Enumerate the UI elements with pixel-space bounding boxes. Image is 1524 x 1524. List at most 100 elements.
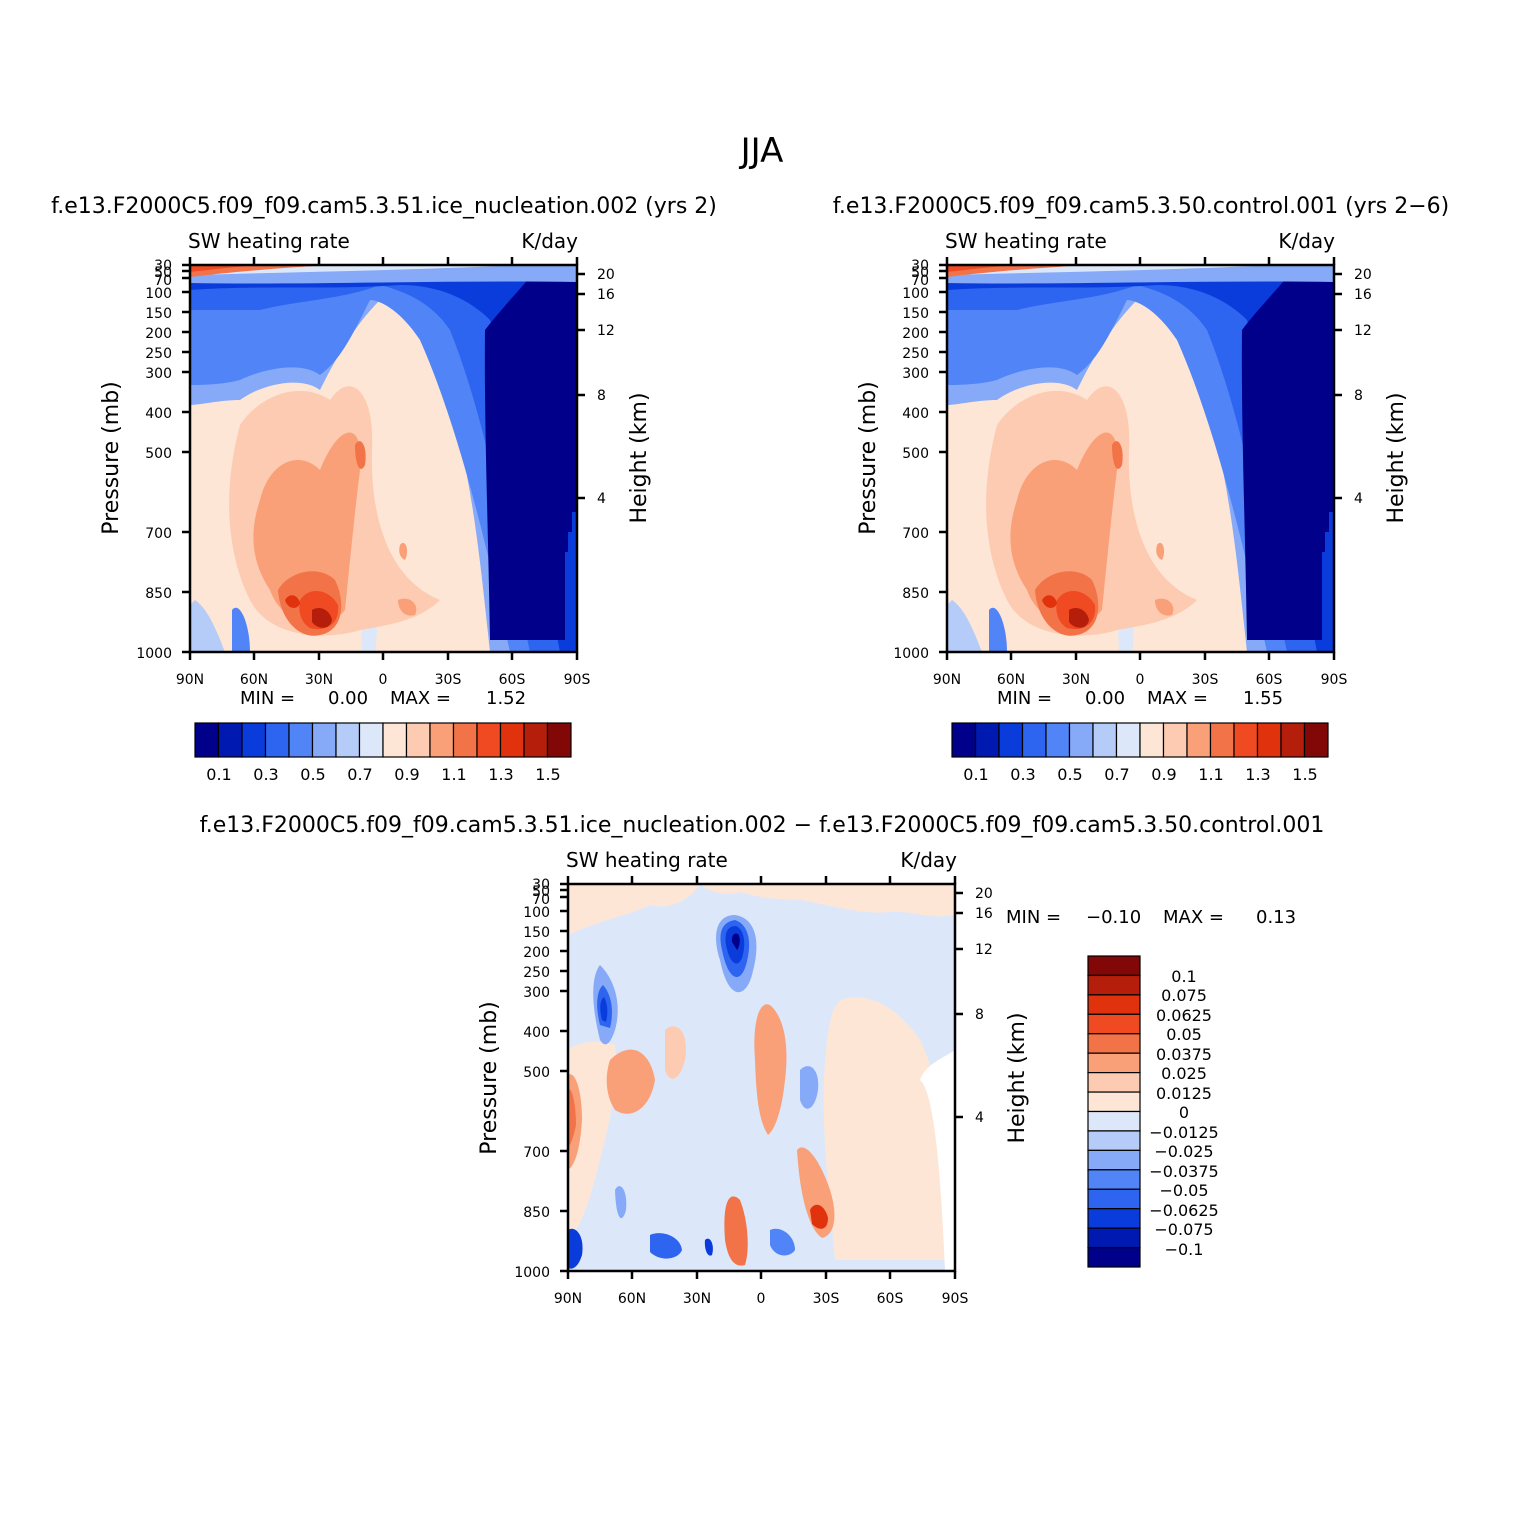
colorbar <box>1087 955 1141 1268</box>
colorbar-swatch <box>1209 722 1235 758</box>
contour-field <box>568 884 955 1271</box>
y-tick-label: 200 <box>523 945 550 961</box>
min-value: 0.00 <box>328 688 368 709</box>
colorbar-label: 0.0375 <box>1156 1045 1212 1064</box>
y-tick-label: 150 <box>523 925 550 941</box>
x-tick-label: 60N <box>240 672 268 688</box>
x-tick-label: 30S <box>435 672 462 688</box>
plot-frame <box>939 257 1342 660</box>
x-tick-label: 60S <box>1256 672 1283 688</box>
panel-difference: f.e13.F2000C5.f09_f09.cam5.3.51.ice_nucl… <box>200 813 1325 1307</box>
panel-left-label: SW heating rate <box>566 848 728 872</box>
colorbar-swatch <box>1087 1052 1141 1074</box>
x-tick-label: 0 <box>757 1291 766 1307</box>
max-label: MAX = <box>1163 907 1224 928</box>
y-tick-label: 200 <box>902 326 929 342</box>
x-tick-label: 60S <box>877 1291 904 1307</box>
max-value: 1.55 <box>1243 688 1283 709</box>
y-axis-label: Pressure (mb) <box>99 381 124 535</box>
panel-title: f.e13.F2000C5.f09_f09.cam5.3.50.control.… <box>833 194 1449 219</box>
y-tick-label: 300 <box>145 366 172 382</box>
colorbar-swatch <box>382 722 408 758</box>
colorbar-label: 0.3 <box>253 765 278 784</box>
x-tick-label: 60N <box>618 1291 646 1307</box>
y2-tick-label: 8 <box>1354 388 1363 404</box>
colorbar-swatch <box>1092 722 1118 758</box>
colorbar-swatch <box>1233 722 1259 758</box>
colorbar-label: 0.025 <box>1161 1064 1207 1083</box>
x-tick-label: 30N <box>683 1291 711 1307</box>
colorbar-swatch <box>1280 722 1306 758</box>
x-tick-label: 30S <box>1192 672 1219 688</box>
colorbar-swatch <box>1087 1091 1141 1113</box>
max-label: MAX = <box>390 688 451 709</box>
min-label: MIN = <box>240 688 295 709</box>
colorbar-label: 1.5 <box>1292 765 1317 784</box>
x-tick-label: 30N <box>305 672 333 688</box>
x-tick-label: 90N <box>933 672 961 688</box>
colorbar-swatch <box>1087 1227 1141 1249</box>
colorbar-labels: 0.1 0.3 0.5 0.7 0.9 1.1 1.3 1.5 <box>963 765 1317 784</box>
colorbar <box>951 722 1329 758</box>
colorbar-label: 1.5 <box>535 765 560 784</box>
colorbar-label: 0.075 <box>1161 986 1207 1005</box>
colorbar-swatch <box>998 722 1024 758</box>
contour-field <box>947 265 1334 652</box>
x-tick-label: 90S <box>564 672 591 688</box>
colorbar-swatch <box>1087 1188 1141 1210</box>
colorbar-swatch <box>1139 722 1165 758</box>
colorbar-swatch <box>1087 1013 1141 1035</box>
colorbar-label: 1.3 <box>1245 765 1270 784</box>
y2-axis-label: Height (km) <box>1384 392 1409 523</box>
y-tick-label: 700 <box>145 526 172 542</box>
page-title: JJA <box>739 131 784 171</box>
y2-tick-label: 16 <box>1354 287 1372 303</box>
y2-tick-label: 16 <box>975 906 993 922</box>
colorbar <box>194 722 572 758</box>
x-tick-label: 0 <box>1136 672 1145 688</box>
y2-tick-label: 12 <box>597 323 615 339</box>
y-tick-label: 1000 <box>514 1265 550 1281</box>
colorbar-swatch <box>476 722 502 758</box>
colorbar-label: 0.1 <box>963 765 988 784</box>
y2-axis-label: Height (km) <box>1005 1012 1030 1143</box>
y2-tick-label: 20 <box>597 267 615 283</box>
y-tick-label: 1000 <box>136 646 172 662</box>
colorbar-label: −0.075 <box>1154 1220 1213 1239</box>
colorbar-swatch <box>1087 1130 1141 1151</box>
colorbar-swatch <box>1087 1208 1141 1229</box>
y-tick-label: 250 <box>145 346 172 362</box>
colorbar-label: 0.1 <box>1171 967 1196 986</box>
y2-axis-label: Height (km) <box>627 392 652 523</box>
colorbar-labels: 0.1 0.3 0.5 0.7 0.9 1.1 1.3 1.5 <box>206 765 560 784</box>
panel-title: f.e13.F2000C5.f09_f09.cam5.3.51.ice_nucl… <box>51 194 717 219</box>
y-axis-label: Pressure (mb) <box>856 381 881 535</box>
colorbar-label: −0.05 <box>1159 1181 1208 1200</box>
y-tick-label: 700 <box>523 1145 550 1161</box>
x-tick-label: 60N <box>997 672 1025 688</box>
y-tick-label: 150 <box>145 306 172 322</box>
panel-control: f.e13.F2000C5.f09_f09.cam5.3.50.control.… <box>833 194 1449 784</box>
colorbar-swatch <box>523 722 549 758</box>
y2-tick-label: 20 <box>975 886 993 902</box>
y-tick-label: 700 <box>902 526 929 542</box>
colorbar-label: 0.9 <box>394 765 419 784</box>
panel-ice-nucleation: f.e13.F2000C5.f09_f09.cam5.3.51.ice_nucl… <box>51 194 717 784</box>
y-tick-label: 100 <box>902 286 929 302</box>
colorbar-label: −0.0125 <box>1149 1123 1218 1142</box>
colorbar-swatch <box>951 722 977 758</box>
y-tick-label: 30 <box>911 258 929 274</box>
panel-units-label: K/day <box>521 229 578 253</box>
colorbar-swatch <box>1087 1149 1141 1171</box>
colorbar-swatch <box>1087 1110 1141 1132</box>
panel-left-label: SW heating rate <box>188 229 350 253</box>
colorbar-label: −0.025 <box>1154 1142 1213 1161</box>
colorbar-swatch <box>429 722 455 758</box>
y-tick-label: 50 <box>154 265 172 281</box>
x-tick-labels: 90N 60N 30N 0 30S 60S 90S <box>176 672 591 688</box>
colorbar-label: 0.5 <box>1057 765 1082 784</box>
x-tick-label: 60S <box>499 672 526 688</box>
colorbar-label: 1.1 <box>1198 765 1223 784</box>
x-tick-labels: 90N 60N 30N 0 30S 60S 90S <box>933 672 1348 688</box>
y-tick-label: 30 <box>154 258 172 274</box>
